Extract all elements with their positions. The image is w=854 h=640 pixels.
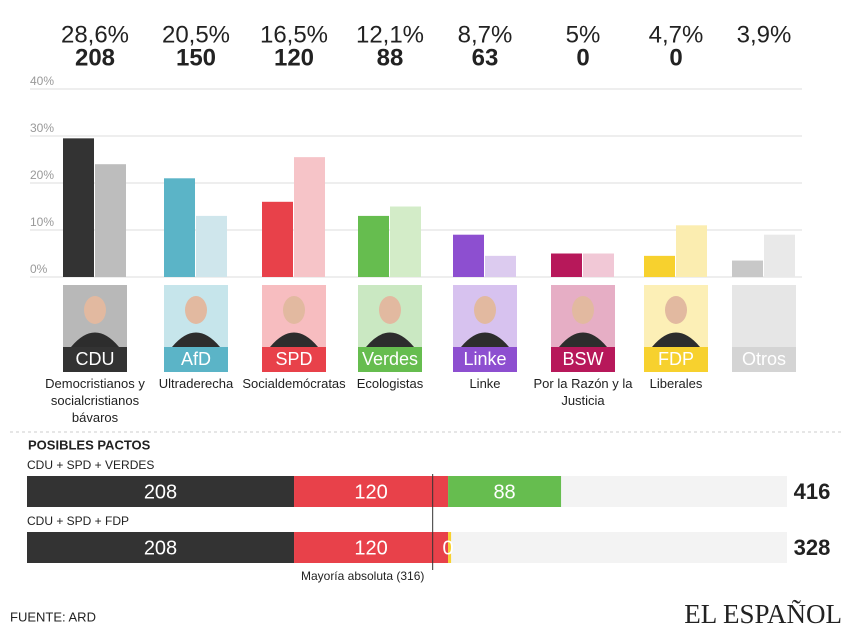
section-title: POSIBLES PACTOS bbox=[28, 437, 151, 452]
source: FUENTE: ARD bbox=[10, 609, 96, 624]
share-label: 4,7% bbox=[649, 21, 704, 48]
party-name: Verdes bbox=[362, 349, 418, 369]
pact-segment-label: 0 bbox=[443, 537, 454, 559]
pact-segment-label: 208 bbox=[144, 537, 177, 559]
seats-label: 63 bbox=[472, 44, 499, 71]
seats-label: 150 bbox=[176, 44, 216, 71]
pact-segment-edge bbox=[448, 532, 452, 563]
y-tick-label: 0% bbox=[30, 262, 48, 276]
photo-head bbox=[84, 296, 106, 324]
bar bbox=[63, 138, 94, 277]
party-name: Otros bbox=[742, 349, 786, 369]
pact-label: CDU + SPD + FDP bbox=[27, 514, 129, 528]
party-tag bbox=[453, 347, 517, 372]
logo: EL ESPAÑOL bbox=[684, 599, 842, 629]
share-label: 12,1% bbox=[356, 21, 424, 48]
share-label: 8,7% bbox=[458, 21, 513, 48]
share-label: 5% bbox=[566, 21, 601, 48]
photo-head bbox=[185, 296, 207, 324]
pact-segment-label: 88 bbox=[493, 481, 515, 503]
pact-segment bbox=[27, 476, 295, 507]
share-label: 16,5% bbox=[260, 21, 328, 48]
bar bbox=[294, 157, 325, 277]
party-description: Socialdemócratas bbox=[242, 376, 346, 391]
share-label: 3,9% bbox=[737, 21, 792, 48]
party-tag bbox=[63, 347, 127, 372]
photo-body bbox=[559, 332, 607, 347]
bar bbox=[485, 255, 516, 277]
photo-head bbox=[474, 296, 496, 324]
party-tag bbox=[732, 347, 796, 372]
bar bbox=[732, 260, 763, 277]
y-tick-label: 10% bbox=[30, 215, 54, 229]
seats-label: 88 bbox=[377, 44, 404, 71]
party-description: Por la Razón y la Justicia bbox=[533, 376, 633, 408]
photo-body bbox=[461, 332, 509, 347]
bar bbox=[551, 253, 582, 277]
photo-head bbox=[283, 296, 305, 324]
photo-body bbox=[366, 332, 414, 347]
party-name: FDP bbox=[658, 349, 694, 369]
photo-body bbox=[652, 332, 700, 347]
y-tick-label: 20% bbox=[30, 168, 54, 182]
party-tag bbox=[262, 347, 326, 372]
pact-total: 328 bbox=[794, 535, 831, 560]
pact-label: CDU + SPD + VERDES bbox=[27, 458, 154, 472]
pact-segment-label: 208 bbox=[144, 481, 177, 503]
seats-label: 208 bbox=[75, 44, 115, 71]
bar bbox=[164, 178, 195, 277]
party-description: Linke bbox=[469, 376, 501, 391]
seats-label: 0 bbox=[576, 44, 589, 71]
bar bbox=[390, 206, 421, 277]
photo-head bbox=[665, 296, 687, 324]
bar bbox=[583, 253, 614, 277]
bar bbox=[358, 215, 389, 277]
pact-segment-label: 120 bbox=[354, 481, 387, 503]
pact-segment bbox=[448, 476, 562, 507]
share-label: 28,6% bbox=[61, 21, 129, 48]
party-name: BSW bbox=[562, 349, 603, 369]
photo-body bbox=[270, 332, 318, 347]
party-description: Ultraderecha bbox=[158, 376, 234, 391]
party-tag bbox=[358, 347, 422, 372]
y-tick-label: 30% bbox=[30, 121, 54, 135]
party-tag bbox=[551, 347, 615, 372]
photo-head bbox=[379, 296, 401, 324]
pact-segment bbox=[294, 476, 449, 507]
bar bbox=[453, 234, 484, 277]
majority-label: Mayoría absoluta (316) bbox=[301, 569, 424, 583]
party-name: SPD bbox=[275, 349, 312, 369]
photo-body bbox=[71, 332, 119, 347]
party-tag bbox=[164, 347, 228, 372]
bar bbox=[196, 215, 227, 277]
party-name: AfD bbox=[181, 349, 211, 369]
y-tick-label: 40% bbox=[30, 74, 54, 88]
seats-label: 0 bbox=[669, 44, 682, 71]
bar bbox=[644, 255, 675, 277]
bar bbox=[676, 225, 707, 277]
party-name: CDU bbox=[76, 349, 115, 369]
bar bbox=[95, 164, 126, 277]
party-description: Democristianos y socialcristianos bávaro… bbox=[45, 376, 145, 425]
pact-segment bbox=[294, 532, 449, 563]
party-description: Ecologistas bbox=[356, 376, 424, 391]
bar bbox=[764, 234, 795, 277]
photo-body bbox=[172, 332, 220, 347]
party-name: Linke bbox=[463, 349, 506, 369]
pact-segment bbox=[27, 532, 295, 563]
pact-total: 416 bbox=[794, 479, 831, 504]
seats-label: 120 bbox=[274, 44, 314, 71]
photo-head bbox=[572, 296, 594, 324]
party-description: Liberales bbox=[649, 376, 703, 391]
party-tag bbox=[644, 347, 708, 372]
bar bbox=[262, 201, 293, 277]
share-label: 20,5% bbox=[162, 21, 230, 48]
pact-segment-label: 120 bbox=[354, 537, 387, 559]
